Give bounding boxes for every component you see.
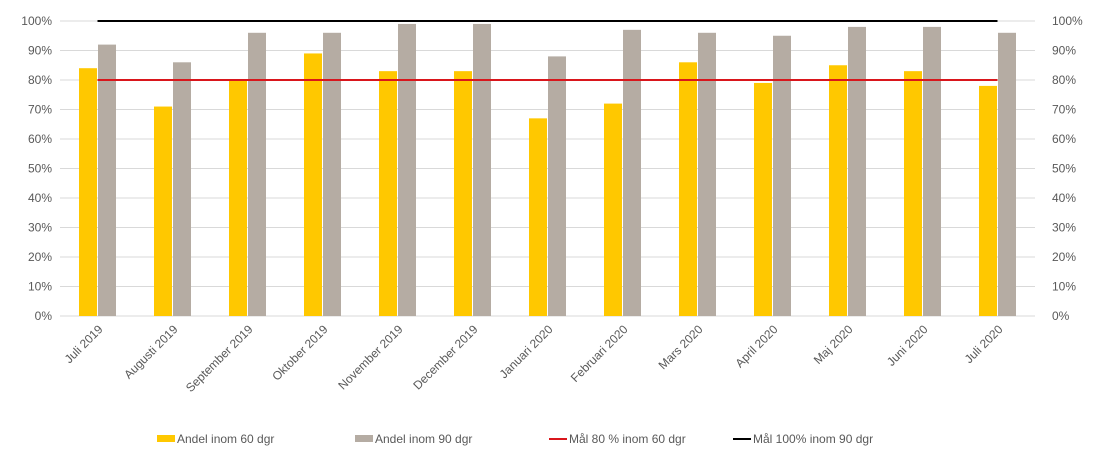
x-tick-label: Juli 2019 — [62, 322, 106, 366]
y-tick-label-left: 30% — [28, 221, 52, 235]
y-tick-label-left: 0% — [35, 309, 53, 323]
legend: Andel inom 60 dgr Andel inom 90 dgr Mål 80… — [157, 432, 873, 446]
bar-andel-60 — [79, 68, 97, 316]
y-tick-label-right: 50% — [1052, 162, 1076, 176]
bars — [79, 23, 1016, 317]
bar-andel-90 — [848, 26, 866, 317]
bar-andel-90 — [323, 32, 341, 317]
bar-andel-90 — [98, 44, 116, 316]
bar-andel-90 — [173, 62, 191, 316]
bar-andel-60 — [904, 71, 922, 317]
legend-label: Mål 100% inom 90 dgr — [753, 432, 873, 446]
x-tick-label: April 2020 — [733, 322, 781, 370]
y-tick-label-left: 80% — [28, 73, 52, 87]
bar-andel-60 — [454, 71, 472, 317]
x-tick-label: Januari 2020 — [497, 322, 556, 381]
y-tick-label-right: 60% — [1052, 132, 1076, 146]
bar-andel-90 — [248, 32, 266, 317]
bar-andel-90 — [473, 23, 491, 316]
legend-swatch — [355, 435, 373, 442]
bar-andel-60 — [679, 62, 697, 316]
x-tick-label: November 2019 — [335, 322, 406, 393]
legend-item-mal-80: Mål 80 % inom 60 dgr — [549, 432, 686, 446]
bar-andel-60 — [979, 85, 997, 317]
legend-item-andel-60: Andel inom 60 dgr — [157, 432, 274, 446]
y-tick-label-left: 10% — [28, 280, 52, 294]
y-tick-label-left: 70% — [28, 103, 52, 117]
bar-andel-60 — [604, 103, 622, 316]
y-tick-label-left: 90% — [28, 44, 52, 58]
legend-item-mal-100: Mål 100% inom 90 dgr — [733, 432, 873, 446]
legend-item-andel-90: Andel inom 90 dgr — [355, 432, 472, 446]
bar-andel-60 — [829, 65, 847, 316]
y-tick-label-right: 10% — [1052, 280, 1076, 294]
bar-andel-90 — [773, 35, 791, 316]
x-tick-label: Juli 2020 — [962, 322, 1006, 366]
y-tick-label-left: 20% — [28, 250, 52, 264]
bar-andel-90 — [623, 29, 641, 316]
legend-label: Andel inom 90 dgr — [375, 432, 472, 446]
x-tick-label: September 2019 — [183, 322, 256, 395]
bar-andel-60 — [379, 71, 397, 317]
bar-andel-60 — [154, 106, 172, 316]
bar-andel-60 — [529, 118, 547, 316]
y-tick-label-right: 100% — [1052, 14, 1083, 28]
bar-andel-90 — [398, 23, 416, 316]
bar-andel-60 — [304, 53, 322, 316]
bar-andel-90 — [923, 26, 941, 317]
y-tick-label-left: 40% — [28, 191, 52, 205]
y-tick-label-right: 30% — [1052, 221, 1076, 235]
y-tick-label-left: 50% — [28, 162, 52, 176]
bar-andel-90 — [998, 32, 1016, 317]
legend-swatch — [157, 435, 175, 442]
bar-andel-90 — [698, 32, 716, 317]
y-tick-label-right: 20% — [1052, 250, 1076, 264]
y-tick-label-right: 70% — [1052, 103, 1076, 117]
y-tick-label-right: 90% — [1052, 44, 1076, 58]
y-tick-label-left: 60% — [28, 132, 52, 146]
x-tick-label: December 2019 — [410, 322, 481, 393]
x-tick-label: Augusti 2019 — [121, 322, 181, 382]
x-tick-label: Juni 2020 — [884, 322, 931, 369]
y-tick-label-right: 80% — [1052, 73, 1076, 87]
y-tick-label-right: 40% — [1052, 191, 1076, 205]
y-tick-label-right: 0% — [1052, 309, 1070, 323]
bar-andel-90 — [548, 56, 566, 317]
bar-andel-60 — [754, 82, 772, 316]
y-tick-label-left: 100% — [21, 14, 52, 28]
target-lines — [97, 20, 998, 81]
x-tick-label: Mars 2020 — [656, 322, 706, 372]
gridlines — [60, 20, 1035, 317]
x-tick-label: Maj 2020 — [811, 322, 856, 367]
bar-andel-60 — [229, 80, 247, 316]
x-tick-label: Februari 2020 — [568, 322, 631, 385]
legend-label: Mål 80 % inom 60 dgr — [569, 432, 686, 446]
x-tick-label: Oktober 2019 — [269, 322, 331, 384]
legend-label: Andel inom 60 dgr — [177, 432, 274, 446]
